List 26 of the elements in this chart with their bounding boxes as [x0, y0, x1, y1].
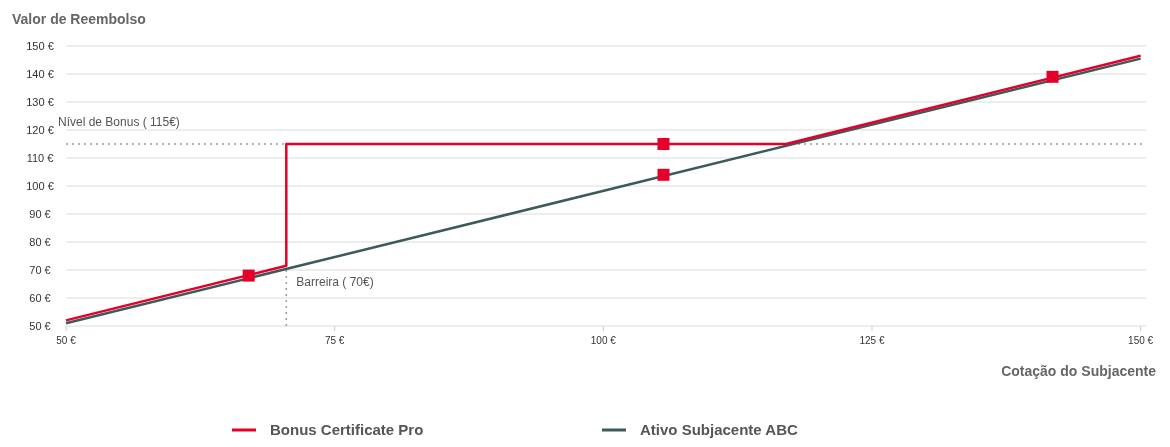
y-axis-title: Valor de Reembolso — [12, 11, 146, 27]
point — [657, 168, 670, 181]
legend-label: Bonus Certificate Pro — [270, 421, 424, 438]
point — [657, 138, 670, 150]
x-tick-label: 100 € — [590, 335, 617, 346]
y-tick-label: 120 € — [26, 123, 54, 136]
x-tick-label: 125 € — [859, 335, 885, 346]
point — [242, 269, 255, 282]
x-axis-title: Cotação do Subjacente — [1001, 363, 1157, 379]
y-tick-label: 50 € — [29, 319, 51, 332]
x-tick-label: 50 € — [56, 335, 77, 346]
y-tick-label: 140 € — [26, 67, 54, 80]
x-tick-label: 75 € — [324, 335, 345, 346]
point — [1046, 70, 1059, 83]
ref-line-label: Barreira ( 70€) — [296, 275, 374, 289]
y-tick-label: 110 € — [26, 151, 54, 164]
y-tick-label: 100 € — [26, 179, 54, 192]
ref-line-label: Nível de Bonus ( 115€) — [58, 115, 180, 129]
y-tick-label: 90 € — [29, 207, 51, 220]
y-tick-label: 80 € — [29, 235, 51, 248]
y-tick-label: 60 € — [29, 291, 51, 304]
y-tick-label: 150 € — [26, 39, 54, 52]
y-tick-label: 70 € — [29, 263, 51, 276]
legend-label: Ativo Subjacente ABC — [640, 421, 798, 438]
y-tick-label: 130 € — [26, 95, 54, 108]
x-tick-label: 150 € — [1128, 335, 1154, 346]
